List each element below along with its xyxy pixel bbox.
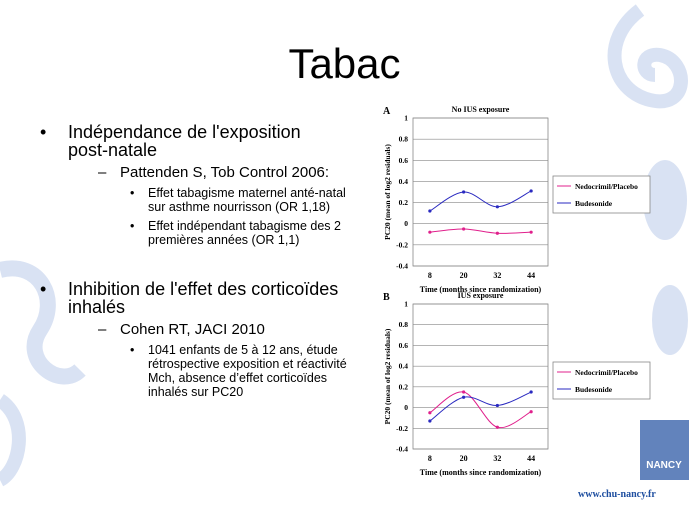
bullet-level-2: Pattenden S, Tob Control 2006:: [98, 165, 340, 182]
y-tick-label: 0.6: [399, 341, 409, 350]
y-tick-label: 0.8: [399, 320, 409, 329]
series-line: [429, 391, 532, 429]
y-tick-label: 0.4: [399, 177, 409, 186]
y-tick-label: 1: [404, 114, 408, 123]
legend-label: Budesonide: [575, 199, 613, 208]
slide-title: Tabac: [288, 40, 401, 87]
y-tick-label: 0.4: [399, 362, 409, 371]
point: [529, 390, 533, 394]
legend: [552, 175, 651, 214]
point: [495, 425, 499, 429]
point: [462, 190, 466, 194]
legend: [552, 361, 651, 400]
series-line: [429, 228, 532, 234]
legend-label: Nedocrimil/Placebo: [575, 368, 638, 377]
chart-title: IUS exposure: [458, 291, 504, 300]
y-tick-label: 0.6: [399, 156, 409, 165]
y-axis-label: PC20 (mean of log2 residuals): [383, 144, 392, 240]
x-tick-label: 44: [527, 454, 535, 463]
y-tick-label: 1: [404, 300, 408, 309]
y-tick-label: -0.2: [396, 424, 408, 433]
y-tick-label: -0.4: [396, 262, 408, 271]
x-axis-label: Time (months since randomization): [420, 285, 542, 294]
point: [495, 205, 499, 209]
x-axis-label: Time (months since randomization): [420, 468, 542, 477]
x-tick-label: 8: [428, 454, 432, 463]
y-tick-label: 0.8: [399, 135, 409, 144]
x-tick-label: 32: [493, 454, 501, 463]
y-tick-label: 0: [404, 403, 408, 412]
point: [428, 411, 432, 415]
logo-url: www.chu-nancy.fr: [578, 489, 656, 500]
y-tick-label: 0.2: [399, 198, 409, 207]
plot-area: [412, 117, 549, 267]
series-line: [429, 391, 532, 422]
point: [529, 410, 533, 414]
point: [428, 419, 432, 423]
x-tick-label: 20: [460, 271, 468, 280]
y-tick-label: 0.2: [399, 382, 409, 391]
legend-label: Nedocrimil/Placebo: [575, 182, 638, 191]
bullet-level-1: Indépendance de l'exposition post-natale: [40, 123, 340, 159]
point: [428, 209, 432, 213]
x-tick-label: 8: [428, 271, 432, 280]
bullet-level-3: 1041 enfants de 5 à 12 ans, étude rétros…: [128, 343, 348, 399]
panel-label: B: [383, 292, 390, 303]
x-tick-label: 20: [460, 454, 468, 463]
x-tick-label: 44: [527, 271, 535, 280]
decoration: [0, 4, 689, 487]
bullet-level-3: Effet indépendant tabagisme des 2 premiè…: [128, 219, 348, 247]
point: [529, 189, 533, 193]
bullet-level-2: Cohen RT, JACI 2010: [98, 322, 340, 339]
legend-label: Budesonide: [575, 385, 613, 394]
point: [495, 231, 499, 235]
y-tick-label: -0.2: [396, 240, 408, 249]
panel-label: A: [383, 106, 391, 117]
plot-area: [412, 303, 549, 450]
chart-title: No IUS exposure: [452, 105, 510, 114]
x-tick-label: 32: [493, 271, 501, 280]
point: [428, 230, 432, 234]
bullet-level-1: Inhibition de l'effet des corticoïdes in…: [40, 280, 340, 316]
y-tick-label: -0.4: [396, 445, 408, 454]
bullet-level-3: Effet tabagisme maternel anté-natal sur …: [128, 186, 348, 214]
logo-name: NANCY: [646, 460, 682, 471]
point: [462, 395, 466, 399]
y-tick-label: 0: [404, 219, 408, 228]
point: [462, 227, 466, 231]
point: [462, 390, 466, 394]
point: [495, 403, 499, 408]
bullet-list: Indépendance de l'exposition post-natale…: [40, 120, 347, 399]
point: [529, 230, 533, 234]
y-axis-label: PC20 (mean of log2 residuals): [383, 328, 392, 424]
series-line: [429, 190, 532, 212]
